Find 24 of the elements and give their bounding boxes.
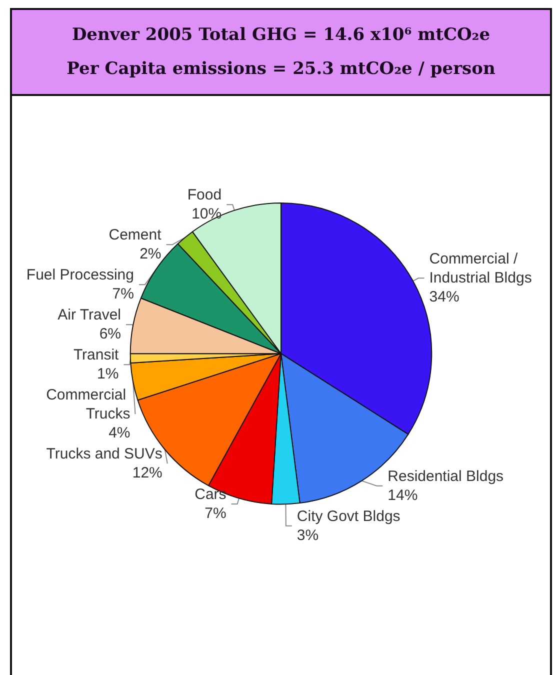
slice-label: Cement: [108, 226, 162, 244]
slice-label: Commercial / Industrial Bldgs: [429, 250, 532, 287]
slice-label: Residential Bldgs: [388, 468, 504, 485]
data-label: 6%: [99, 326, 121, 343]
data-label: 7%: [204, 505, 226, 522]
data-label: 10%: [192, 206, 222, 223]
data-label: 12%: [132, 464, 162, 482]
data-label: 3%: [296, 526, 319, 544]
data-label: 7%: [112, 286, 134, 303]
chart-subtitle: Per Capita emissions = 25.3 mtCO₂e / person: [66, 58, 496, 81]
slice-label: Fuel Processing: [26, 266, 134, 284]
data-label: 34%: [429, 288, 460, 306]
slice-label: Transit: [73, 346, 120, 364]
chart-title: Denver 2005 Total GHG = 14.6 x10⁶ mtCO₂e: [70, 24, 492, 47]
slice-label: Trucks and SUVs: [46, 446, 162, 463]
slice-label: Cars: [194, 486, 226, 504]
slice-label: Commercial Trucks: [46, 386, 130, 423]
slice-label: Air Travel: [58, 306, 121, 324]
slice-label: City Govt Bldgs: [296, 508, 400, 525]
data-label: 4%: [108, 424, 130, 442]
data-label: 1%: [97, 366, 119, 383]
data-label: 14%: [388, 486, 418, 504]
slice-label: Food: [187, 186, 222, 204]
data-label: 2%: [140, 246, 162, 263]
